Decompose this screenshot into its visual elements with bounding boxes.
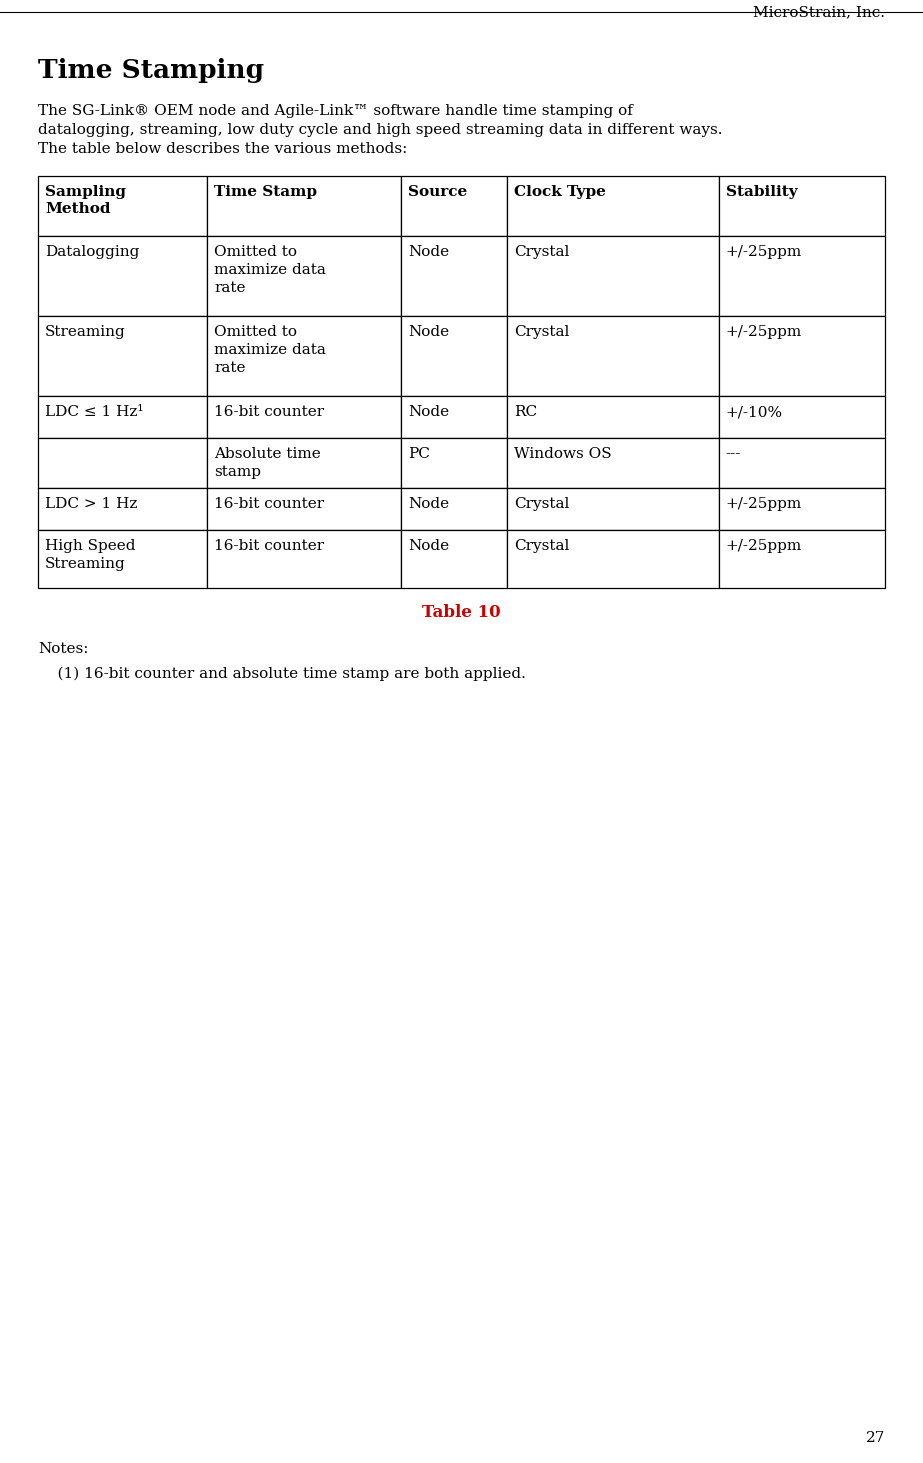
Text: The SG-Link® OEM node and Agile-Link™ software handle time stamping of
dataloggi: The SG-Link® OEM node and Agile-Link™ so…: [38, 104, 723, 157]
Bar: [38, 530, 208, 588]
Text: Time Stamp: Time Stamp: [214, 184, 318, 199]
Bar: [208, 437, 401, 489]
Bar: [208, 236, 401, 316]
Bar: [208, 489, 401, 530]
Text: Crystal: Crystal: [514, 244, 569, 259]
Bar: [401, 437, 507, 489]
Text: Streaming: Streaming: [45, 325, 126, 339]
Bar: [208, 316, 401, 396]
Bar: [719, 437, 885, 489]
Bar: [719, 316, 885, 396]
Text: LDC > 1 Hz: LDC > 1 Hz: [45, 497, 138, 511]
Bar: [38, 176, 208, 236]
Text: Source: Source: [408, 184, 467, 199]
Bar: [507, 316, 719, 396]
Text: 16-bit counter: 16-bit counter: [214, 497, 325, 511]
Text: LDC ≤ 1 Hz¹: LDC ≤ 1 Hz¹: [45, 405, 143, 418]
Text: Node: Node: [408, 497, 450, 511]
Bar: [719, 396, 885, 437]
Bar: [507, 530, 719, 588]
Bar: [507, 396, 719, 437]
Bar: [401, 316, 507, 396]
Text: PC: PC: [408, 448, 430, 461]
Text: Absolute time
stamp: Absolute time stamp: [214, 448, 321, 480]
Bar: [719, 489, 885, 530]
Bar: [719, 530, 885, 588]
Text: Stability: Stability: [725, 184, 797, 199]
Text: Crystal: Crystal: [514, 497, 569, 511]
Text: Node: Node: [408, 325, 450, 339]
Bar: [719, 236, 885, 316]
Bar: [401, 176, 507, 236]
Bar: [401, 530, 507, 588]
Text: Windows OS: Windows OS: [514, 448, 612, 461]
Text: ---: ---: [725, 448, 741, 461]
Text: +/-25ppm: +/-25ppm: [725, 497, 802, 511]
Bar: [401, 396, 507, 437]
Text: Node: Node: [408, 244, 450, 259]
Text: Table 10: Table 10: [422, 604, 501, 620]
Bar: [208, 530, 401, 588]
Bar: [507, 176, 719, 236]
Text: 16-bit counter: 16-bit counter: [214, 405, 325, 418]
Text: MicroStrain, Inc.: MicroStrain, Inc.: [753, 4, 885, 19]
Text: Datalogging: Datalogging: [45, 244, 139, 259]
Bar: [507, 489, 719, 530]
Text: (1) 16-bit counter and absolute time stamp are both applied.: (1) 16-bit counter and absolute time sta…: [38, 667, 526, 682]
Bar: [38, 236, 208, 316]
Bar: [401, 236, 507, 316]
Text: +/-25ppm: +/-25ppm: [725, 538, 802, 553]
Bar: [507, 437, 719, 489]
Text: Crystal: Crystal: [514, 538, 569, 553]
Text: Omitted to
maximize data
rate: Omitted to maximize data rate: [214, 244, 326, 296]
Text: Node: Node: [408, 538, 450, 553]
Text: Sampling
Method: Sampling Method: [45, 184, 126, 217]
Bar: [719, 176, 885, 236]
Text: +/-25ppm: +/-25ppm: [725, 325, 802, 339]
Bar: [38, 396, 208, 437]
Bar: [208, 396, 401, 437]
Bar: [38, 489, 208, 530]
Text: Node: Node: [408, 405, 450, 418]
Text: Notes:: Notes:: [38, 642, 89, 655]
Text: Time Stamping: Time Stamping: [38, 59, 264, 83]
Bar: [208, 176, 401, 236]
Bar: [401, 489, 507, 530]
Text: Crystal: Crystal: [514, 325, 569, 339]
Text: Omitted to
maximize data
rate: Omitted to maximize data rate: [214, 325, 326, 376]
Text: +/-10%: +/-10%: [725, 405, 783, 418]
Bar: [507, 236, 719, 316]
Bar: [38, 316, 208, 396]
Bar: [38, 437, 208, 489]
Text: RC: RC: [514, 405, 537, 418]
Text: +/-25ppm: +/-25ppm: [725, 244, 802, 259]
Text: High Speed
Streaming: High Speed Streaming: [45, 538, 136, 571]
Text: 27: 27: [866, 1431, 885, 1445]
Text: 16-bit counter: 16-bit counter: [214, 538, 325, 553]
Text: Clock Type: Clock Type: [514, 184, 605, 199]
